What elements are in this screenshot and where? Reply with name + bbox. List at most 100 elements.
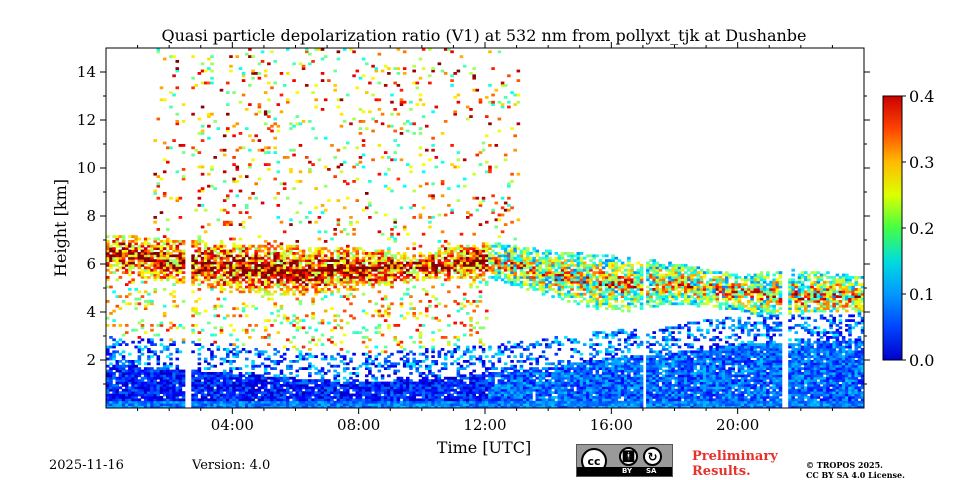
heatmap-cell — [134, 237, 138, 241]
heatmap-cell — [396, 391, 401, 394]
heatmap-cell — [292, 271, 296, 274]
heatmap-cell — [222, 379, 227, 382]
heatmap-cell — [399, 376, 404, 380]
heatmap-cell — [216, 276, 221, 279]
heatmap-cell — [286, 196, 290, 200]
heatmap-cell — [241, 74, 246, 78]
heatmap-cell — [358, 331, 363, 334]
heatmap-cell — [503, 273, 508, 277]
heatmap-cell — [289, 168, 293, 171]
heatmap-cell — [500, 386, 505, 390]
heatmap-cell — [289, 321, 293, 325]
heatmap-cell — [450, 396, 454, 399]
heatmap-cell — [314, 276, 318, 279]
heatmap-cell — [200, 81, 205, 85]
heatmap-cell — [308, 273, 312, 277]
heatmap-cell — [210, 283, 214, 286]
heatmap-cell — [121, 261, 126, 265]
heatmap-cell — [143, 369, 148, 373]
heatmap-cell — [292, 384, 296, 387]
heatmap-cell — [257, 148, 262, 152]
heatmap-cell — [282, 268, 287, 272]
heatmap-cell — [488, 276, 492, 279]
heatmap-cell — [153, 290, 157, 294]
heatmap-cell — [383, 309, 388, 313]
heatmap-cell — [147, 292, 151, 296]
heatmap-cell — [488, 360, 492, 363]
heatmap-cell — [396, 381, 401, 385]
heatmap-cell — [481, 376, 486, 380]
heatmap-cell — [162, 314, 167, 318]
heatmap-cell — [181, 254, 186, 258]
heatmap-cell — [213, 393, 217, 397]
heatmap-cell — [241, 146, 246, 150]
heatmap-cell — [143, 345, 148, 349]
heatmap-cell — [147, 254, 151, 258]
heatmap-cell — [134, 386, 138, 390]
heatmap-cell — [428, 158, 432, 162]
heatmap-cell — [257, 398, 262, 402]
heatmap-cell — [421, 398, 426, 402]
heatmap-cell — [330, 355, 334, 358]
heatmap-cell — [418, 146, 423, 150]
heatmap-cell — [434, 374, 439, 378]
heatmap-cell — [181, 271, 186, 274]
heatmap-cell — [425, 391, 429, 394]
heatmap-cell — [267, 285, 271, 289]
heatmap-cell — [162, 381, 167, 385]
heatmap-cell — [229, 350, 233, 354]
heatmap-cell — [431, 372, 435, 375]
heatmap-cell — [425, 393, 429, 397]
heatmap-cell — [418, 336, 423, 339]
heatmap-cell — [393, 324, 397, 327]
heatmap-cell — [175, 196, 180, 200]
heatmap-cell — [371, 386, 375, 390]
heatmap-cell — [368, 403, 372, 406]
heatmap-cell — [216, 374, 221, 378]
heatmap-cell — [443, 362, 448, 366]
heatmap-cell — [374, 268, 379, 272]
heatmap-cell — [295, 271, 300, 274]
heatmap-cell — [263, 379, 268, 382]
heatmap-cell — [143, 381, 148, 385]
heatmap-cell — [339, 405, 344, 408]
heatmap-cell — [203, 388, 208, 392]
heatmap-cell — [238, 386, 243, 390]
heatmap-cell — [513, 256, 517, 260]
heatmap-cell — [159, 338, 164, 342]
heatmap-cell — [153, 273, 157, 277]
heatmap-cell — [276, 396, 281, 399]
heatmap-cell — [421, 384, 426, 387]
heatmap-cell — [402, 386, 407, 390]
heatmap-cell — [137, 367, 142, 370]
heatmap-cell — [298, 292, 303, 296]
heatmap-cell — [320, 261, 325, 265]
heatmap-cell — [469, 379, 473, 382]
heatmap-cell — [349, 261, 353, 265]
heatmap-cell — [222, 261, 227, 265]
heatmap-cell — [393, 220, 397, 224]
heatmap-cell — [377, 278, 382, 282]
heatmap-cell — [172, 242, 176, 246]
heatmap-cell — [219, 290, 224, 294]
heatmap-cell — [248, 264, 252, 267]
heatmap-cell — [323, 405, 328, 408]
heatmap-cell — [330, 340, 334, 344]
heatmap-cell — [428, 379, 432, 382]
heatmap-cell — [238, 403, 243, 406]
heatmap-cell — [383, 264, 388, 267]
heatmap-cell — [443, 364, 448, 368]
heatmap-cell — [147, 374, 151, 378]
heatmap-cell — [263, 146, 268, 150]
heatmap-cell — [361, 391, 366, 394]
heatmap-cell — [178, 268, 183, 272]
heatmap-cell — [352, 388, 356, 392]
heatmap-cell — [169, 292, 173, 296]
heatmap-cell — [178, 379, 183, 382]
heatmap-cell — [295, 326, 300, 330]
heatmap-cell — [235, 307, 240, 310]
heatmap-cell — [267, 276, 271, 279]
heatmap-cell — [178, 384, 183, 387]
heatmap-cell — [352, 271, 356, 274]
heatmap-cell — [352, 331, 356, 334]
